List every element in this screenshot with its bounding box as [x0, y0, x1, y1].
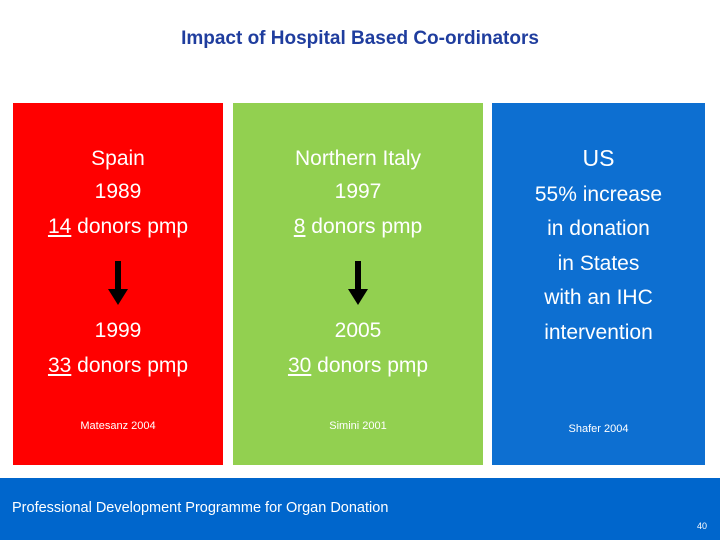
footer-bar: Professional Development Programme for O… — [0, 478, 720, 540]
spain-source: Matesanz 2004 — [80, 420, 156, 432]
spain-end-value: 33 — [47, 354, 72, 377]
us-column: US 55% increase in donation in States wi… — [492, 103, 705, 465]
footer-text: Professional Development Programme for O… — [12, 500, 389, 516]
us-heading: US — [582, 145, 615, 171]
spain-end-unit: donors pmp — [71, 354, 189, 377]
page-number: 40 — [696, 521, 707, 531]
italy-end-donors: 30 donors pmp — [233, 351, 483, 381]
spain-end-donors: 33 donors pmp — [13, 351, 223, 381]
spain-start-donors: 14 donors pmp — [13, 212, 223, 242]
italy-end-value: 30 — [287, 354, 312, 377]
italy-start-value: 8 — [293, 215, 306, 238]
us-line-5: intervention — [544, 321, 653, 344]
us-line-3: in States — [557, 252, 640, 275]
spain-end-year: 1999 — [94, 319, 142, 342]
slide-title: Impact of Hospital Based Co-ordinators — [181, 28, 539, 49]
us-line-4: with an IHC — [544, 286, 653, 309]
spain-column: Spain 1989 14 donors pmp 1999 33 donors … — [13, 103, 223, 465]
italy-end-unit: donors pmp — [311, 354, 429, 377]
us-line-1: 55% increase — [534, 183, 663, 206]
down-arrow-icon — [348, 261, 368, 305]
italy-heading: Northern Italy — [294, 147, 422, 170]
spain-heading: Spain — [91, 147, 145, 170]
us-line-2: in donation — [547, 217, 650, 240]
spain-start-unit: donors pmp — [71, 215, 189, 238]
down-arrow-icon — [108, 261, 128, 305]
italy-start-donors: 8 donors pmp — [233, 212, 483, 242]
italy-start-unit: donors pmp — [305, 215, 423, 238]
italy-start-year: 1997 — [334, 180, 382, 203]
italy-end-year: 2005 — [334, 319, 382, 342]
us-source: Shafer 2004 — [568, 423, 629, 435]
italy-source: Simini 2001 — [329, 420, 387, 432]
spain-start-value: 14 — [47, 215, 72, 238]
italy-column: Northern Italy 1997 8 donors pmp 2005 30… — [233, 103, 483, 465]
spain-start-year: 1989 — [94, 180, 142, 203]
